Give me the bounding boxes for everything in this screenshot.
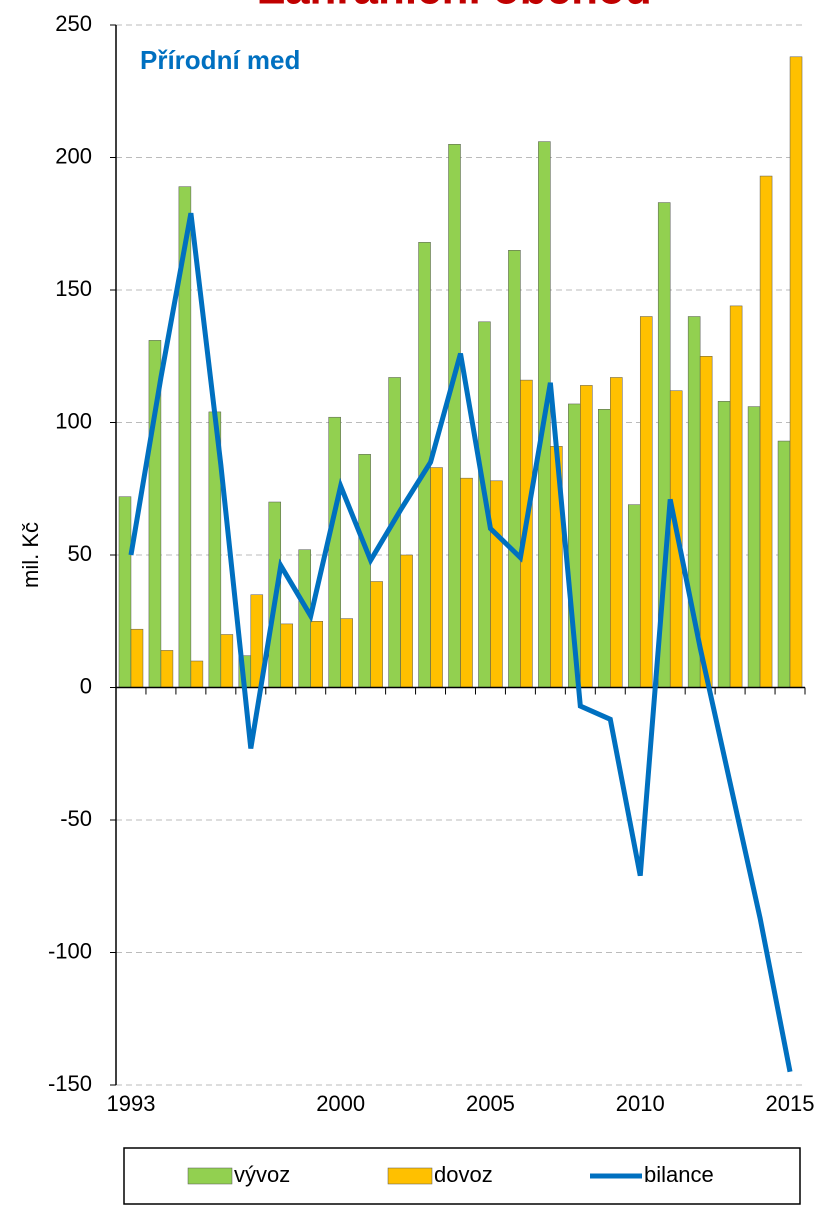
bar [430,467,443,688]
bar [460,477,473,688]
y-tick-label: 50 [68,541,92,566]
bar [717,401,731,688]
y-tick-label: -150 [48,1071,92,1096]
bar [508,250,521,688]
x-tick-label: 1993 [107,1091,156,1116]
chart-title: Zahraniční obchod [258,0,652,14]
bar [699,356,713,688]
legend-box [123,1147,801,1205]
x-tick-label: 2010 [616,1091,665,1116]
bar [280,623,294,688]
bar [400,554,413,688]
bar [729,305,743,688]
y-tick-label: -100 [48,938,92,963]
bar [627,504,641,688]
bar [340,618,353,688]
bar [358,454,371,688]
annotation: Přírodní med [140,45,300,75]
bar [328,416,341,688]
bar [639,316,653,688]
x-tick-label: 2015 [766,1091,815,1116]
bar [598,409,611,688]
bar [610,377,623,688]
y-tick-label: 0 [80,673,92,698]
legend-swatch [387,1167,433,1185]
y-tick-label: -50 [60,806,92,831]
bar [789,56,803,688]
bar [190,660,204,688]
bar [490,480,503,688]
bar [220,634,234,688]
bar [118,496,132,688]
bar [747,406,761,688]
bar [370,581,383,688]
bar [388,377,401,688]
x-tick-label: 2005 [466,1091,515,1116]
bar [759,175,773,688]
legend-label: dovoz [434,1162,493,1187]
bar [130,628,144,688]
y-tick-label: 100 [55,408,92,433]
line [128,212,793,1073]
legend-swatch [187,1167,233,1185]
bar [160,650,174,688]
legend-label: bilance [644,1162,714,1187]
y-tick-label: 150 [55,276,92,301]
y-tick-label: 250 [55,11,92,36]
bar [580,385,593,688]
y-axis-label: mil. Kč [18,522,43,588]
bar [777,440,791,688]
y-tick-label: 200 [55,143,92,168]
x-tick-label: 2000 [316,1091,365,1116]
bar [310,621,323,688]
bar [448,144,461,688]
bar [298,549,311,688]
legend-label: vývoz [234,1162,290,1187]
